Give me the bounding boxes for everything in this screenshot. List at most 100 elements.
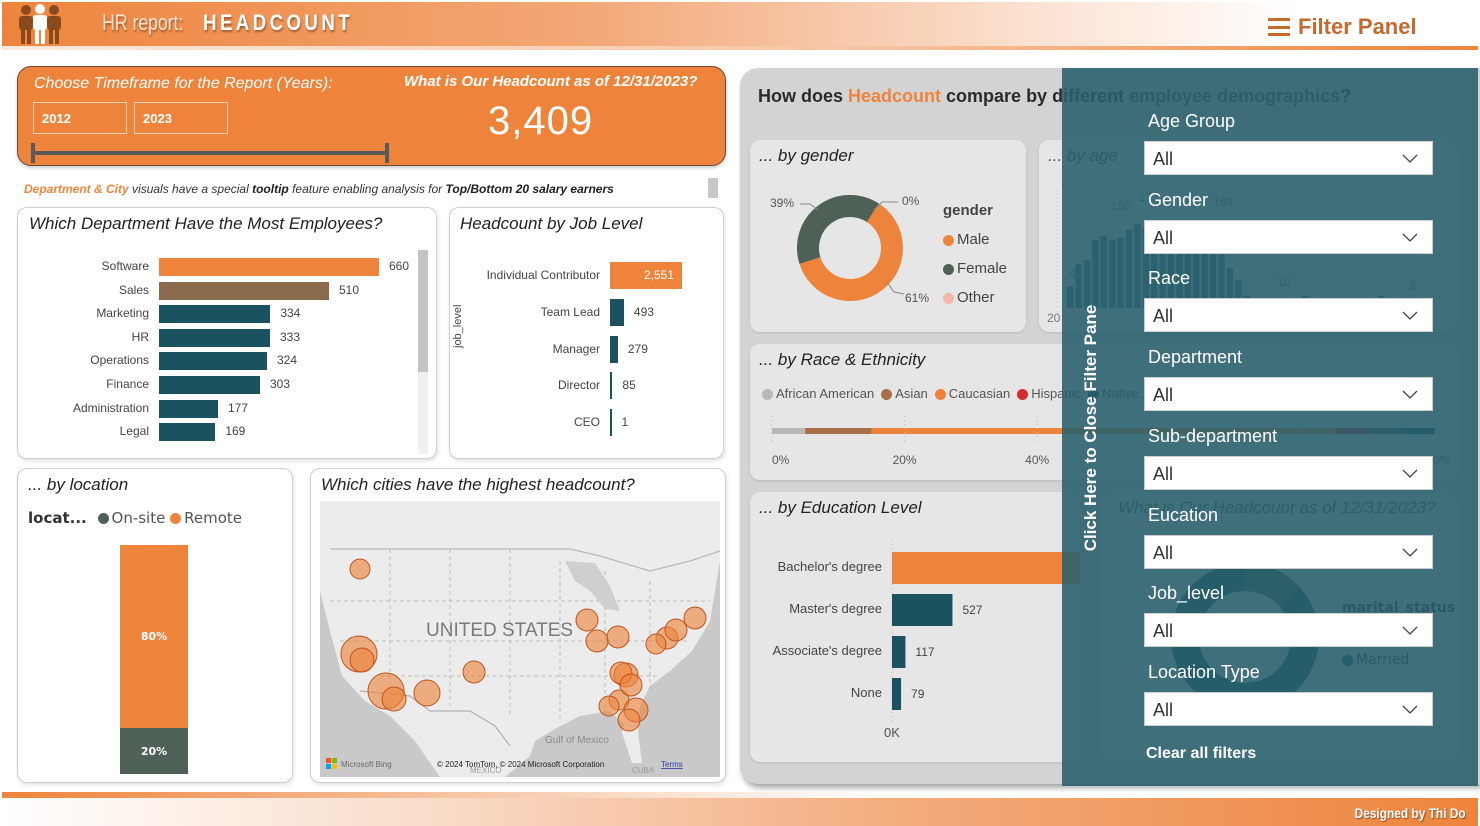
city-bubble[interactable]	[575, 608, 599, 632]
bar-value-label: 177	[228, 400, 249, 415]
department-scrollbar[interactable]	[418, 250, 428, 454]
legend-dot	[881, 389, 893, 401]
year-range-slider[interactable]	[33, 151, 388, 155]
city-bubble[interactable]	[349, 647, 375, 673]
bar-value-label: 2,551	[644, 268, 675, 282]
leader-line	[800, 203, 819, 211]
job-level-bar[interactable]	[610, 372, 613, 400]
chevron-down-icon	[1402, 469, 1418, 478]
education-title: ... by Education Level	[759, 498, 922, 517]
department-bar[interactable]	[159, 281, 329, 300]
city-bubble[interactable]	[645, 633, 667, 655]
education-bar[interactable]	[892, 636, 906, 668]
location-chart: 80% 20%	[120, 545, 188, 774]
year-start-input[interactable]: 2012	[33, 102, 127, 134]
filter-label: Age Group	[1148, 111, 1236, 131]
department-bar[interactable]	[159, 305, 271, 324]
bar-label: Associate's degree	[773, 643, 882, 658]
filter-dropdown-gender[interactable]: All	[1144, 219, 1433, 254]
filter-dropdown-department[interactable]: All	[1144, 377, 1433, 412]
slider-end-handle[interactable]	[385, 143, 389, 163]
filter-dropdown-job-level[interactable]: All	[1144, 613, 1433, 648]
job-level-bar[interactable]	[610, 335, 618, 363]
kpi-card: Choose Timeframe for the Report (Years):…	[17, 66, 726, 166]
department-bar[interactable]	[159, 423, 216, 442]
city-bubble[interactable]	[683, 606, 707, 630]
city-map[interactable]: UNITED STATES Gulf of Mexico MEXICO CUBA…	[320, 501, 720, 777]
year-end-input[interactable]: 2023	[134, 102, 228, 134]
city-bubble[interactable]	[617, 708, 641, 732]
location-legend: locat... On-site Remote	[28, 509, 242, 527]
gender-legend: gender Male Female Other	[943, 196, 1007, 312]
job-level-chart: Individual Contributor 2,551 Team Lead 493 M…	[450, 248, 720, 458]
remote-segment[interactable]: 80%	[120, 545, 188, 729]
onsite-segment[interactable]: 20%	[120, 728, 188, 774]
gender-card: ... by gender 61% 39% 0% gender Male Femal…	[750, 140, 1026, 332]
filter-label: Gender	[1148, 189, 1209, 210]
filter-dropdown-location-type[interactable]: All	[1144, 691, 1433, 726]
race-legend-item[interactable]: Asian	[881, 386, 928, 401]
department-bar[interactable]	[159, 352, 267, 371]
city-bubble[interactable]	[413, 679, 441, 707]
city-bubble[interactable]	[664, 618, 688, 642]
bar-value-label: 279	[627, 341, 648, 356]
department-bar[interactable]	[159, 399, 218, 418]
bar-value-label: 79	[911, 687, 925, 701]
designer-credit: Designed by Thi Do	[1354, 805, 1466, 821]
department-bar[interactable]	[159, 328, 270, 347]
race-segment[interactable]	[772, 428, 806, 434]
city-bubble[interactable]	[585, 629, 609, 653]
legend-item-other[interactable]: Other	[943, 283, 1007, 312]
gender-slice[interactable]	[799, 203, 903, 301]
job-level-bar[interactable]	[610, 262, 682, 289]
job-level-bar[interactable]	[610, 409, 612, 437]
hamburger-icon	[1268, 18, 1290, 36]
filter-dropdown-age-group[interactable]: All	[1144, 141, 1433, 175]
city-bubble[interactable]	[381, 686, 407, 712]
footer-divider	[2, 792, 1478, 798]
legend-dot	[170, 513, 182, 524]
city-bubble[interactable]	[606, 625, 630, 649]
filter-label: Race	[1148, 268, 1191, 289]
education-bar[interactable]	[892, 552, 1080, 584]
department-bar[interactable]	[159, 376, 260, 394]
filter-dropdown-sub-department[interactable]: All	[1144, 455, 1433, 490]
legend-item-male[interactable]: Male	[943, 225, 1007, 254]
education-bar[interactable]	[892, 678, 902, 710]
race-legend-item[interactable]: Caucasian	[934, 386, 1011, 401]
bar-value-label: 493	[633, 304, 654, 319]
data-label: 61%	[905, 291, 929, 305]
legend-title: gender	[943, 202, 994, 219]
legend-label: Male	[957, 231, 990, 248]
note-text: visuals have a special	[128, 182, 253, 196]
close-filter-pane-button[interactable]: Click Here to Close Filter Pane	[1062, 68, 1120, 786]
filter-dropdown-eucation[interactable]: All	[1144, 534, 1433, 569]
city-bubble[interactable]	[598, 695, 620, 717]
job-level-bar[interactable]	[610, 298, 624, 326]
slider-start-handle[interactable]	[31, 143, 35, 163]
city-bubble[interactable]	[619, 673, 643, 697]
department-bar[interactable]	[159, 258, 379, 276]
clear-all-filters-button[interactable]: Clear all filters	[1146, 745, 1257, 762]
legend-item-female[interactable]: Female	[943, 254, 1007, 283]
legend-label: Caucasian	[948, 386, 1011, 401]
chevron-down-icon	[1402, 311, 1418, 321]
map-canvas[interactable]: UNITED STATES Gulf of Mexico MEXICO CUBA…	[320, 501, 720, 777]
city-bubble[interactable]	[349, 558, 371, 580]
bar-label: None	[851, 685, 882, 700]
legend-item-remote[interactable]: Remote	[170, 509, 242, 527]
race-segment[interactable]	[805, 428, 872, 434]
education-bar[interactable]	[892, 594, 953, 626]
city-bubble[interactable]	[462, 660, 486, 684]
gender-slice[interactable]	[797, 195, 879, 264]
gender-donut: 61% 39% 0%	[770, 194, 929, 305]
city-map-card: Which cities have the highest headcount?…	[310, 468, 726, 783]
legend-item-onsite[interactable]: On-site	[97, 509, 165, 527]
filter-panel-button[interactable]: Filter Panel	[1268, 14, 1417, 40]
map-terms-link[interactable]: Terms	[661, 760, 683, 769]
note-scrollbar[interactable]	[708, 178, 718, 198]
filter-dropdown-race[interactable]: All	[1144, 298, 1433, 333]
race-legend-item[interactable]: African American	[762, 386, 874, 401]
scrollbar-thumb[interactable]	[418, 250, 428, 372]
